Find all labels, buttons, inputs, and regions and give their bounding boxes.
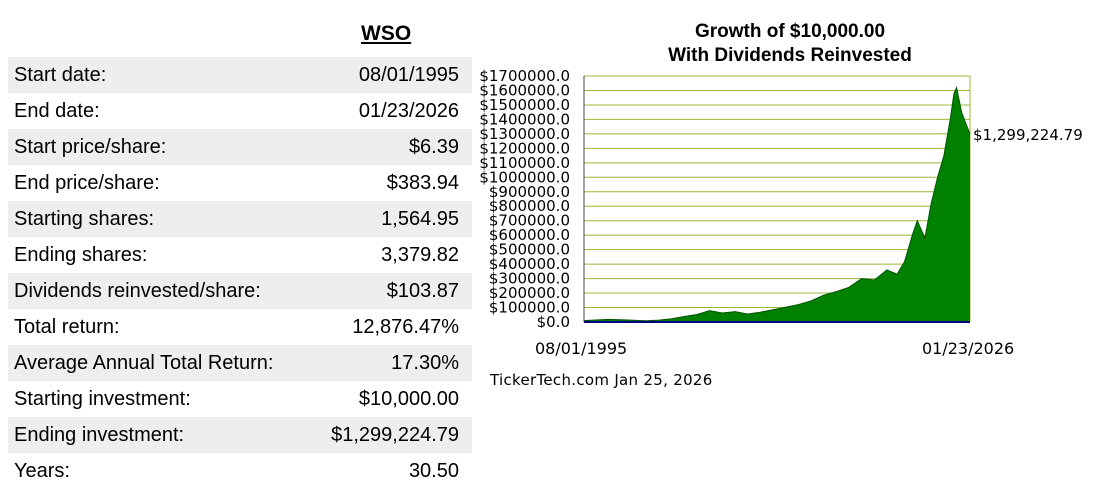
y-tick-label: $1000000.0: [479, 168, 570, 186]
stats-value: 3,379.82: [381, 243, 459, 266]
y-tick-label: $1700000.0: [479, 68, 570, 85]
stats-label: Start price/share:: [14, 135, 167, 158]
y-tick-label: $1200000.0: [479, 139, 570, 157]
stats-label: Starting shares:: [14, 207, 155, 230]
y-tick-label: $600000.0: [489, 226, 570, 244]
end-value-label: $1,299,224.79: [973, 126, 1083, 144]
stats-label: Ending investment:: [14, 423, 185, 446]
y-tick-label: $700000.0: [489, 212, 570, 230]
x-start-label: 08/01/1995: [535, 339, 628, 358]
stats-value: 01/23/2026: [358, 99, 459, 122]
stats-value: $103.87: [386, 279, 459, 302]
x-end-label: 01/23/2026: [922, 339, 1015, 358]
y-tick-label: $400000.0: [489, 255, 570, 273]
stats-row: Ending shares: 3,379.82: [8, 237, 472, 273]
stats-row: Years: 30.50: [8, 453, 472, 489]
stats-label: Years:: [14, 459, 70, 482]
stats-row: End price/share: $383.94: [8, 165, 472, 201]
chart-title: Growth of $10,000.00 With Dividends Rein…: [610, 20, 970, 68]
y-tick-label: $500000.0: [489, 241, 570, 259]
stats-value: 30.50: [408, 459, 459, 482]
series-line: [583, 85, 971, 322]
stats-row: Start price/share: $6.39: [8, 129, 472, 165]
stats-row: Average Annual Total Return: 17.30%: [8, 345, 472, 381]
stats-label: Total return:: [14, 315, 120, 338]
y-tick-label: $1500000.0: [479, 96, 570, 114]
y-tick-label: $1100000.0: [479, 154, 570, 172]
chart-title-line2: With Dividends Reinvested: [668, 45, 912, 66]
stats-value: 12,876.47%: [352, 315, 459, 338]
stats-table: Start date: 08/01/1995 End date: 01/23/2026…: [8, 57, 472, 489]
series-area: [584, 87, 970, 322]
y-tick-label: $1300000.0: [479, 125, 570, 143]
y-tick-label: $0.0: [537, 313, 570, 328]
stats-row: Start date: 08/01/1995: [8, 57, 472, 93]
y-tick-label: $900000.0: [489, 183, 570, 201]
growth-chart: $0.0$100000.0$200000.0$300000.0$400000.0…: [479, 68, 1083, 328]
stats-label: Ending shares:: [14, 243, 148, 266]
stats-value: $10,000.00: [358, 387, 459, 410]
stats-value: 1,564.95: [381, 207, 459, 230]
y-tick-label: $1400000.0: [479, 110, 570, 128]
stats-label: End date:: [14, 99, 100, 122]
stats-label: Starting investment:: [14, 387, 191, 410]
stats-row: Ending investment: $1,299,224.79: [8, 417, 472, 453]
stats-row: End date: 01/23/2026: [8, 93, 472, 129]
stats-value: $1,299,224.79: [331, 423, 459, 446]
ticker-symbol[interactable]: WSO: [361, 22, 412, 45]
y-tick-label: $100000.0: [489, 299, 570, 317]
y-tick-label: $1600000.0: [479, 81, 570, 99]
y-tick-label: $800000.0: [489, 197, 570, 215]
stats-value: 17.30%: [391, 351, 459, 374]
stats-label: Dividends reinvested/share:: [14, 279, 261, 302]
stats-label: End price/share:: [14, 171, 160, 194]
stats-value: 08/01/1995: [358, 63, 459, 86]
stats-row: Total return: 12,876.47%: [8, 309, 472, 345]
stats-label: Start date:: [14, 63, 107, 86]
stats-row: Dividends reinvested/share: $103.87: [8, 273, 472, 309]
stats-value: $383.94: [386, 171, 459, 194]
stats-row: Starting shares: 1,564.95: [8, 201, 472, 237]
chart-title-line1: Growth of $10,000.00: [694, 21, 886, 42]
footer-source: TickerTech.com Jan 25, 2026: [490, 371, 713, 389]
y-tick-label: $200000.0: [489, 284, 570, 302]
stats-label: Average Annual Total Return:: [14, 351, 274, 374]
stats-row: Starting investment: $10,000.00: [8, 381, 472, 417]
y-tick-label: $300000.0: [489, 270, 570, 288]
stats-value: $6.39: [408, 135, 459, 158]
